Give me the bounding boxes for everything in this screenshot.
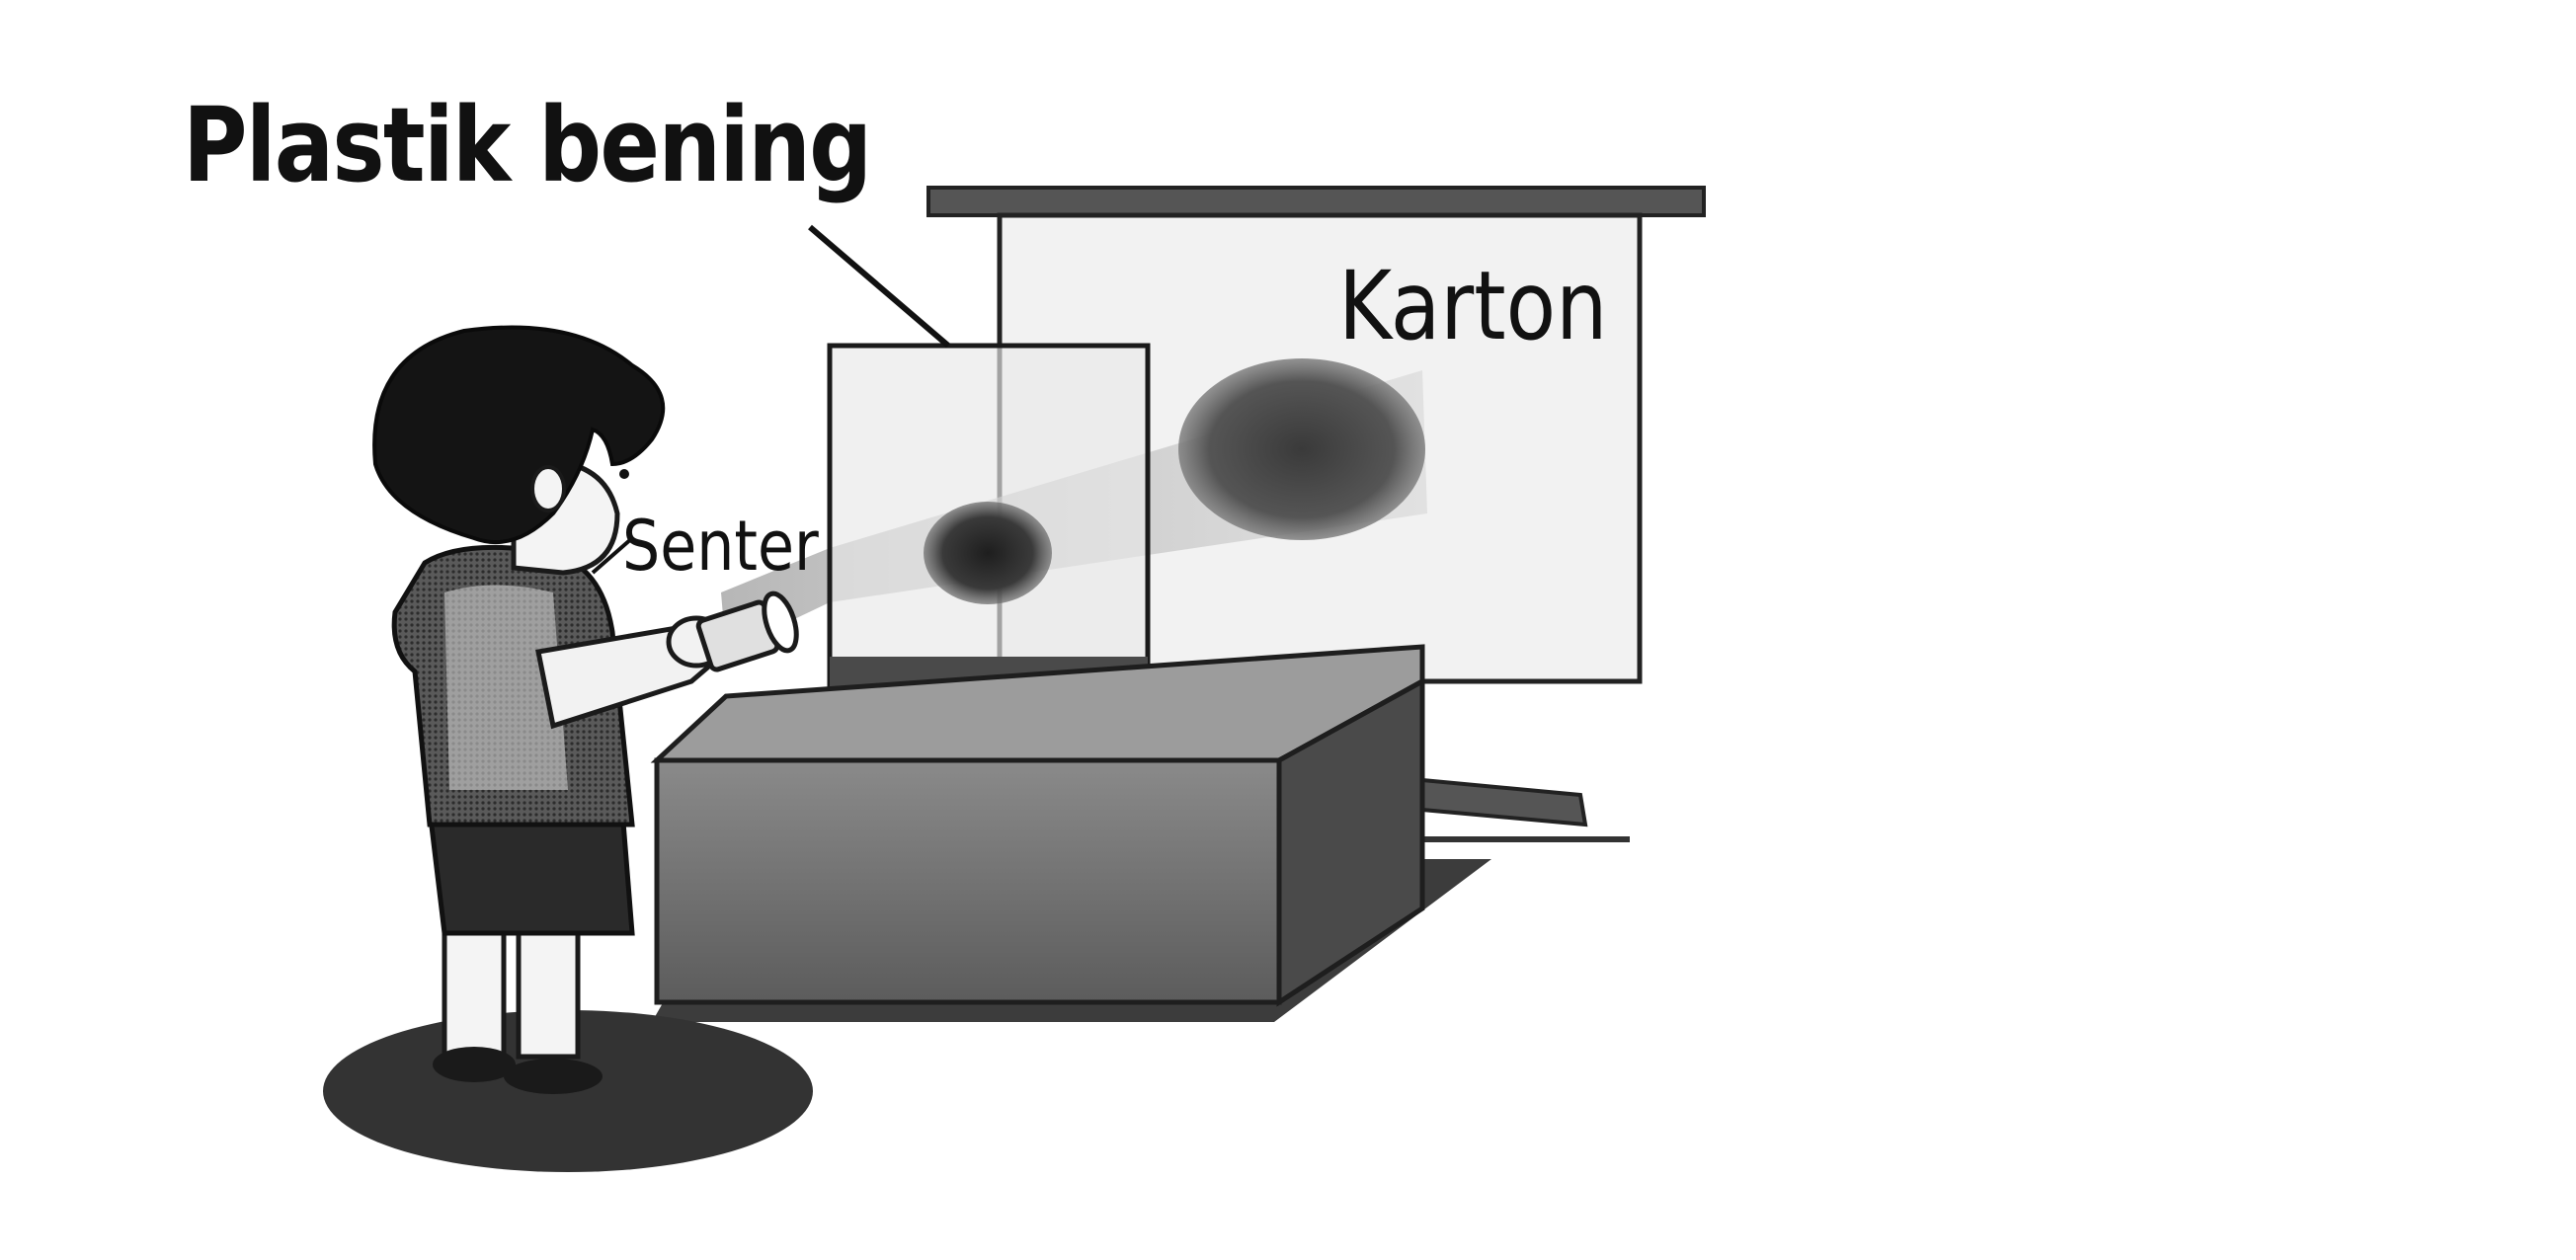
plastik-bening-label: Plastik bening: [183, 85, 872, 205]
boy-hair: [372, 325, 666, 545]
plastik-sheet: [827, 343, 1151, 714]
flashlight: [695, 591, 799, 672]
boy-eye: [619, 469, 629, 479]
flashlight-lens: [762, 591, 799, 654]
boy-leg-right: [516, 920, 581, 1060]
boy-leg-left: [442, 920, 507, 1060]
senter-label: Senter: [622, 506, 819, 587]
board-stand: [1420, 777, 1588, 827]
table-front: [654, 757, 1282, 1005]
table: [650, 644, 1491, 1022]
boy-figure: [323, 325, 813, 1172]
boy-shorts: [427, 807, 635, 936]
table-side: [1276, 676, 1425, 1007]
senter-pointer-line: [591, 536, 634, 575]
boy-shoe-right: [504, 1059, 603, 1094]
boy-ear: [530, 465, 566, 512]
plastik-pointer-line: [808, 224, 950, 349]
boy-shirt-highlight: [444, 585, 568, 790]
screen-top-bar: [926, 186, 1706, 217]
shadow-on-karton: [1178, 358, 1425, 540]
karton-label: Karton: [1338, 251, 1608, 361]
spot-on-plastik: [924, 502, 1052, 604]
boy-shoe-left: [433, 1047, 516, 1082]
